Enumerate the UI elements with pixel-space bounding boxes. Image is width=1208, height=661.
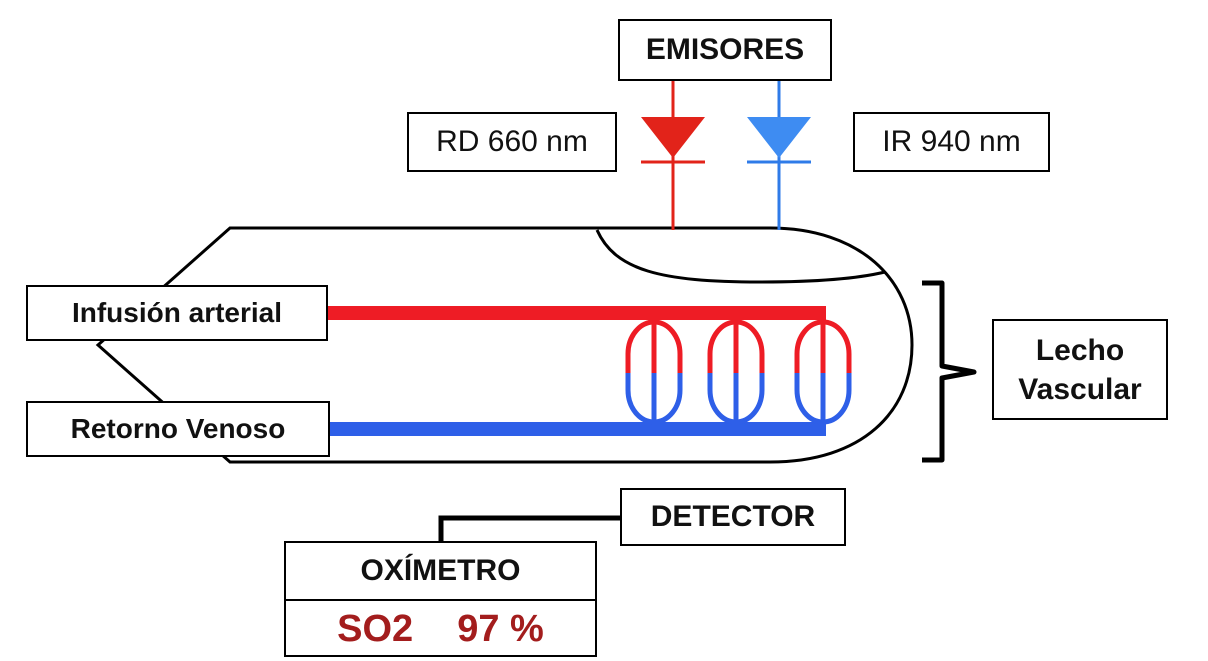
detector-wire [438, 515, 620, 543]
capillary-bed [625, 313, 852, 429]
ir-led-label: IR 940 nm [853, 112, 1050, 172]
emitters-label: EMISORES [618, 19, 832, 81]
vascular-bed-line2: Vascular [1018, 372, 1142, 406]
oximeter-parameter: SO2 [337, 607, 414, 650]
detector-label: DETECTOR [620, 488, 846, 546]
red-led-label: RD 660 nm [407, 112, 617, 172]
arterial-label: Infusión arterial [26, 285, 328, 341]
vascular-bed-brace [922, 280, 977, 463]
oximeter-reading: SO2 97 % [286, 601, 595, 657]
vascular-bed-line1: Lecho [1035, 333, 1125, 367]
venous-label: Retorno Venoso [26, 401, 330, 457]
oximeter-value: 97 % [457, 607, 544, 650]
red-led-triangle [641, 117, 705, 158]
finger-outline [95, 226, 914, 464]
ir-led-triangle [747, 117, 811, 158]
oximeter-display: OXÍMETRO SO2 97 % [284, 541, 597, 657]
vascular-bed-label: Lecho Vascular [992, 319, 1168, 420]
oximeter-title: OXÍMETRO [286, 543, 595, 601]
fingernail [595, 229, 886, 284]
